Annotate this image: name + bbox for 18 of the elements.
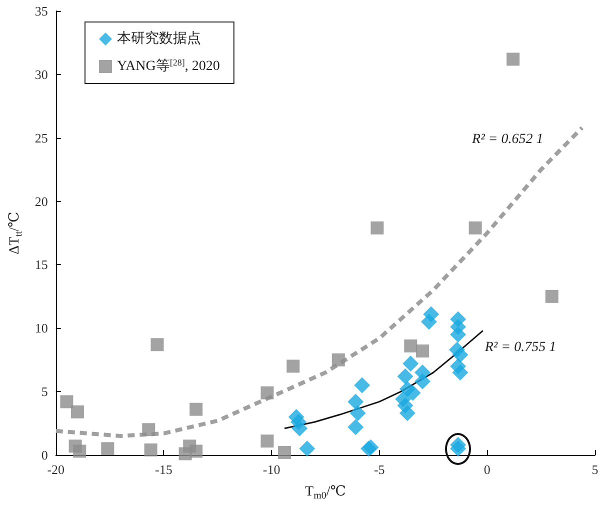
annotation: R² = 0.652 1	[471, 132, 544, 148]
y-tick-label: 30	[34, 66, 48, 82]
x-tick-label: -10	[262, 462, 280, 477]
y-axis-title: ΔTtt/℃	[8, 212, 24, 254]
x-tick-label: 0	[484, 462, 490, 477]
x-tick-label: -20	[47, 462, 65, 477]
y-tick-label: 10	[34, 320, 48, 336]
annotation: R² = 0.755 1	[484, 340, 556, 356]
y-tick-label: 20	[34, 194, 48, 209]
legend-label: 本研究数据点	[117, 30, 201, 46]
y-tick-label: 0	[41, 448, 48, 462]
y-tick-label: 15	[34, 257, 48, 272]
y-tick-label: 25	[34, 130, 48, 146]
x-tick-label: -5	[374, 462, 385, 477]
y-tick-label: 35	[34, 4, 48, 18]
x-tick-label: -15	[155, 462, 172, 477]
x-tick-label: 5	[592, 462, 598, 477]
y-tick-label: 5	[41, 384, 48, 400]
